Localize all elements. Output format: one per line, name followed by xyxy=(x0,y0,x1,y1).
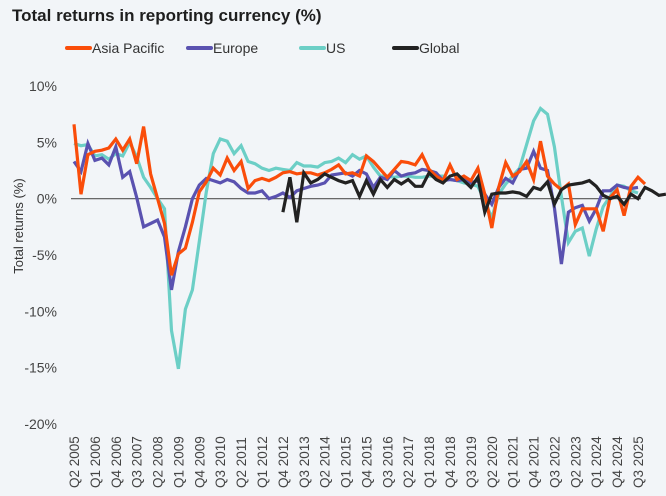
x-tick-label: Q4 2018 xyxy=(443,436,458,488)
x-tick-label: Q3 2010 xyxy=(213,436,228,488)
legend-swatch-asia-pacific xyxy=(65,46,92,50)
x-tick-label: Q2 2011 xyxy=(234,437,249,488)
y-axis: 10% 5% 0% -5% -10% -15% -20% xyxy=(24,78,57,432)
x-tick-label: Q3 2016 xyxy=(380,436,395,488)
legend-swatch-europe xyxy=(186,46,213,50)
x-tick-label: Q1 2015 xyxy=(339,436,354,488)
x-tick-label: Q1 2012 xyxy=(255,436,270,488)
legend-label-europe: Europe xyxy=(213,40,259,56)
y-tick-label: -5% xyxy=(32,247,57,263)
chart-title: Total returns in reporting currency (%) xyxy=(12,6,322,25)
x-tick-label: Q1 2009 xyxy=(171,436,186,488)
y-tick-label: 10% xyxy=(29,78,57,94)
y-tick-label: -15% xyxy=(24,360,57,376)
x-axis: Q2 2005 Q1 2006 Q4 2006 Q3 2007 Q2 2008 Q1 20… xyxy=(67,436,646,488)
legend-item-us[interactable]: US xyxy=(299,40,345,56)
x-tick-label: Q1 2006 xyxy=(88,436,103,488)
legend-label-global: Global xyxy=(419,40,460,56)
x-tick-label: Q2 2008 xyxy=(151,436,166,488)
legend-item-global[interactable]: Global xyxy=(392,40,459,56)
x-tick-label: Q1 2024 xyxy=(589,436,604,488)
y-axis-title: Total returns (%) xyxy=(11,178,26,273)
x-tick-label: Q2 2023 xyxy=(568,436,583,488)
x-tick-label: Q2 2005 xyxy=(67,436,82,488)
series-line-asia-pacific xyxy=(72,124,647,276)
legend-label-us: US xyxy=(326,40,346,56)
x-tick-label: Q4 2006 xyxy=(109,436,124,488)
x-tick-label: Q3 2007 xyxy=(130,436,145,488)
series-line-global xyxy=(281,168,666,223)
x-tick-label: Q2 2020 xyxy=(485,436,500,488)
x-tick-label: Q3 2022 xyxy=(547,436,562,488)
series-line-us xyxy=(73,106,639,370)
y-tick-label: 0% xyxy=(37,191,57,207)
series-lines xyxy=(72,106,666,370)
legend-swatch-global xyxy=(392,46,419,50)
x-tick-label: Q4 2021 xyxy=(527,436,542,488)
legend-item-europe[interactable]: Europe xyxy=(186,40,258,56)
x-tick-label: Q4 2012 xyxy=(276,436,291,488)
legend-swatch-us xyxy=(299,46,326,50)
x-tick-label: Q1 2018 xyxy=(422,436,437,488)
series-line-europe xyxy=(72,138,639,291)
x-tick-label: Q3 2013 xyxy=(297,436,312,488)
x-tick-label: Q3 2025 xyxy=(631,436,646,488)
x-tick-label: Q3 2019 xyxy=(464,436,479,488)
x-tick-label: Q1 2021 xyxy=(506,436,521,488)
y-tick-label: -10% xyxy=(24,303,57,319)
x-tick-label: Q2 2017 xyxy=(401,436,416,488)
legend: Asia Pacific Europe US Global xyxy=(0,40,666,60)
legend-item-asia-pacific[interactable]: Asia Pacific xyxy=(65,40,164,56)
x-tick-label: Q4 2009 xyxy=(192,436,207,488)
x-tick-label: Q4 2024 xyxy=(610,436,625,488)
legend-label-asia-pacific: Asia Pacific xyxy=(92,40,165,56)
x-tick-label: Q2 2014 xyxy=(318,436,333,488)
y-tick-label: 5% xyxy=(37,134,57,150)
y-tick-label: -20% xyxy=(24,416,57,432)
x-tick-label: Q4 2015 xyxy=(359,436,374,488)
